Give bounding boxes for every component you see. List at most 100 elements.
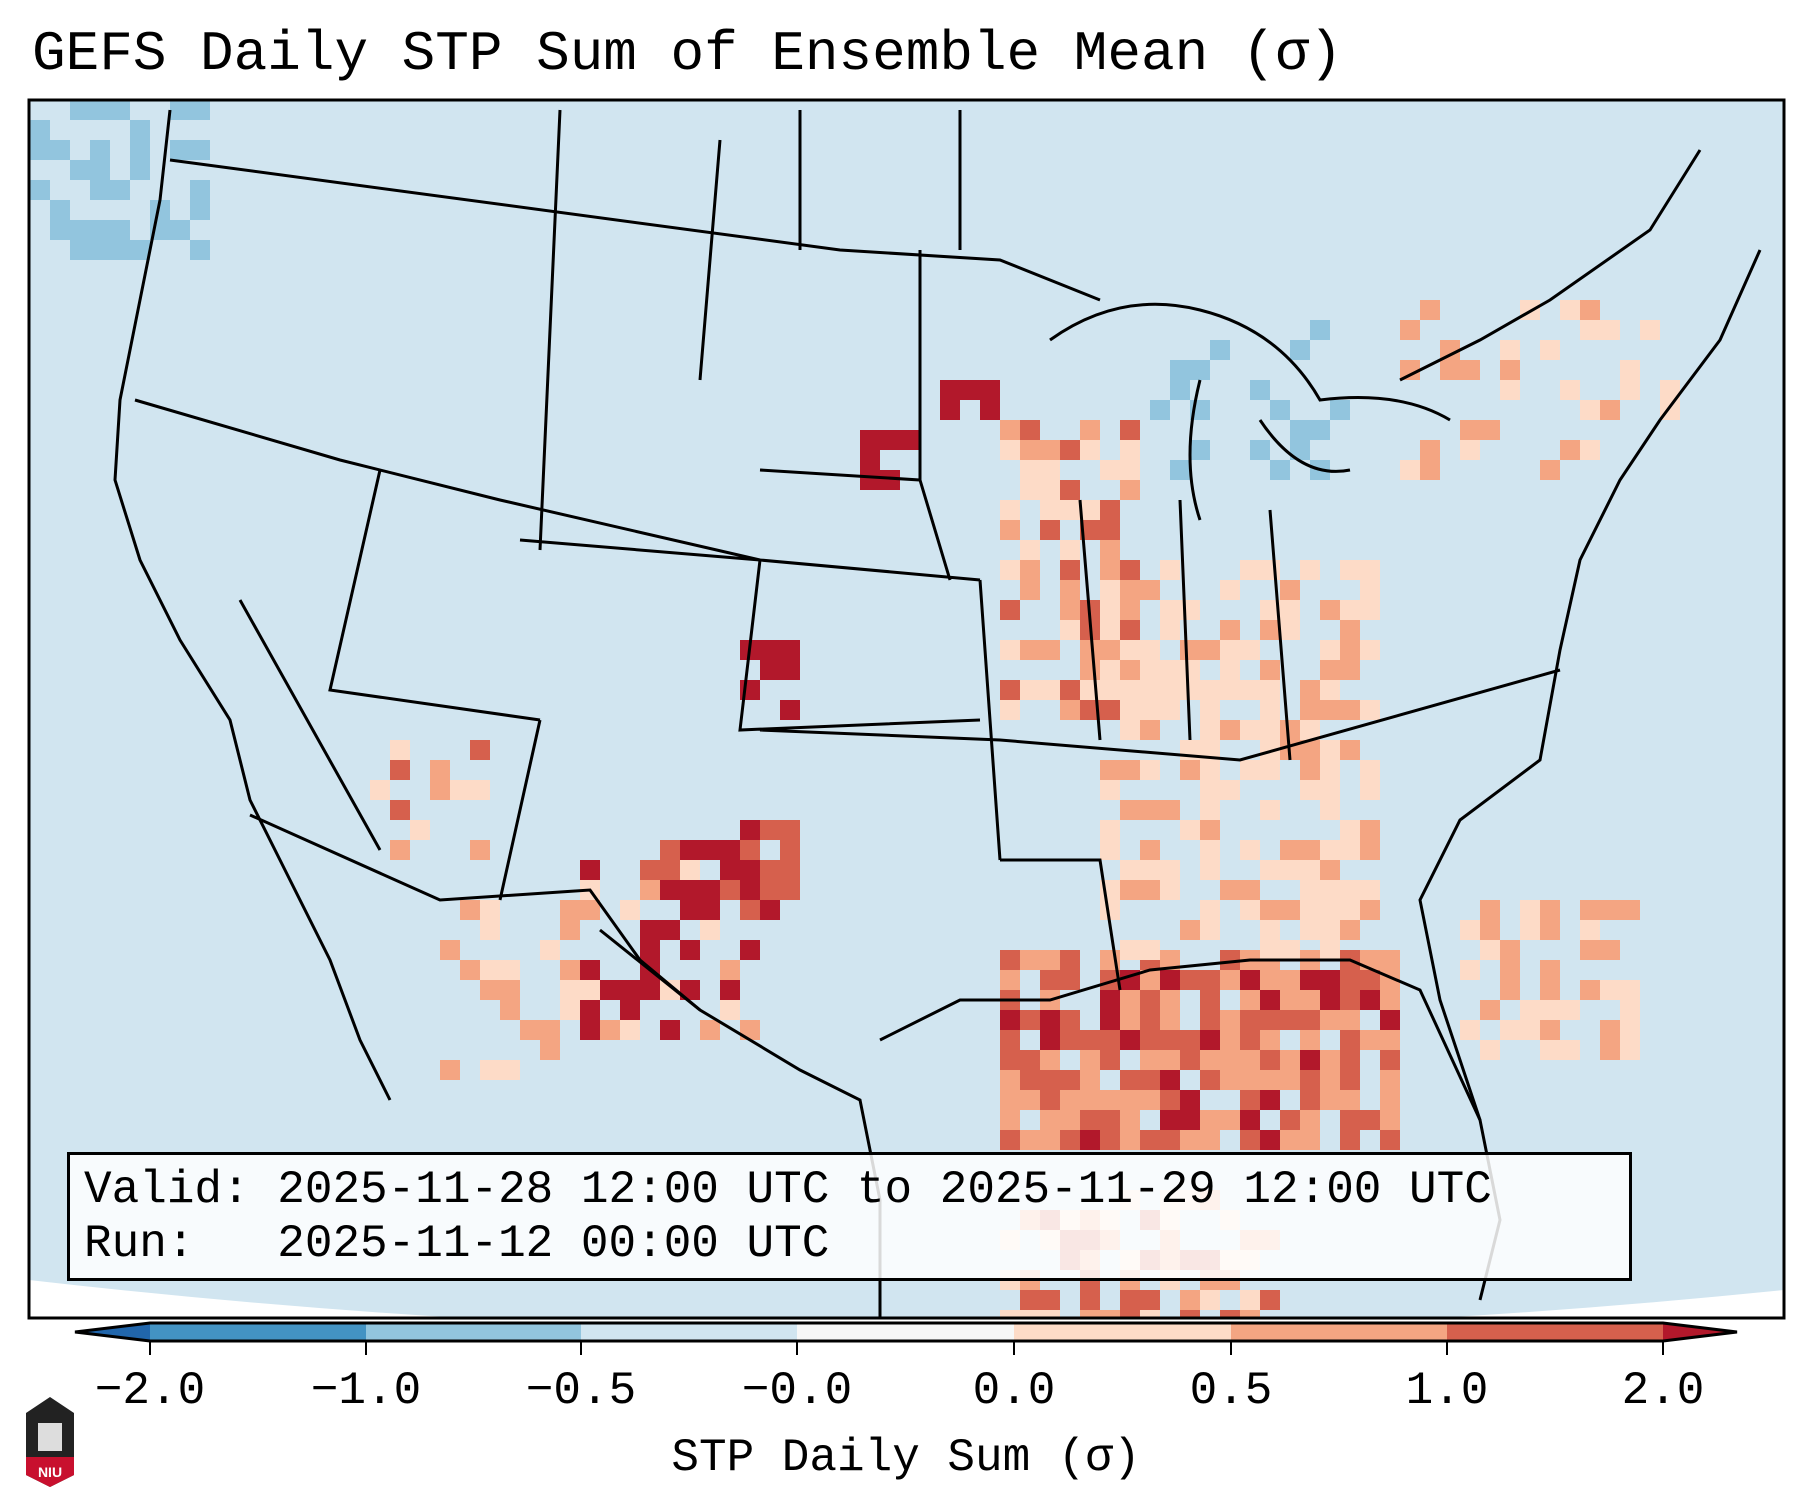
data-cell [1210, 460, 1230, 480]
data-cell [1100, 460, 1120, 480]
data-cell [110, 220, 130, 240]
data-cell [1080, 1090, 1100, 1110]
data-cell [1000, 600, 1020, 620]
data-cell [1160, 1070, 1180, 1090]
data-cell [1120, 480, 1140, 500]
data-cell [1120, 620, 1140, 640]
data-cell [1360, 840, 1380, 860]
data-cell [1240, 1010, 1260, 1030]
data-cell [1100, 1130, 1120, 1150]
data-cell [1380, 1090, 1400, 1110]
data-cell [500, 980, 520, 1000]
data-cell [130, 120, 150, 140]
data-cell [1260, 1010, 1280, 1030]
data-cell [1620, 980, 1640, 1000]
data-cell [1180, 640, 1200, 660]
data-cell [1560, 380, 1580, 400]
data-cell [1560, 440, 1580, 460]
data-cell [1020, 540, 1040, 560]
data-cell [1440, 360, 1460, 380]
data-cell [560, 900, 580, 920]
data-cell [1560, 1040, 1580, 1060]
data-cell [580, 980, 600, 1000]
data-cell [1000, 680, 1020, 700]
data-cell [1200, 720, 1220, 740]
data-cell [1100, 600, 1120, 620]
data-cell [1240, 680, 1260, 700]
data-cell [1340, 970, 1360, 990]
data-cell [1170, 380, 1190, 400]
data-cell [1320, 700, 1340, 720]
data-cell [880, 430, 900, 450]
data-cell [1040, 1010, 1060, 1030]
data-cell [1240, 880, 1260, 900]
data-cell [460, 960, 480, 980]
data-cell [1140, 840, 1160, 860]
data-cell [1280, 940, 1300, 960]
data-cell [620, 980, 640, 1000]
data-cell [1020, 1290, 1040, 1310]
data-cell [1340, 700, 1360, 720]
data-cell [1220, 580, 1240, 600]
data-cell [1160, 1010, 1180, 1030]
data-cell [1140, 680, 1160, 700]
data-cell [1300, 900, 1320, 920]
data-cell [700, 900, 720, 920]
data-cell [1100, 780, 1120, 800]
data-cell [720, 980, 740, 1000]
data-cell [1140, 940, 1160, 960]
data-cell [1230, 340, 1250, 360]
data-cell [1300, 1090, 1320, 1110]
data-cell [1200, 740, 1220, 760]
data-cell [1260, 560, 1280, 580]
data-cell [760, 820, 780, 840]
data-cell [700, 880, 720, 900]
data-cell [640, 880, 660, 900]
data-cell [1000, 1030, 1020, 1050]
data-cell [1040, 1070, 1060, 1090]
data-cell [1500, 340, 1520, 360]
data-cell [1280, 860, 1300, 880]
data-cell [1120, 1310, 1140, 1318]
data-cell [1180, 1110, 1200, 1130]
data-cell [1460, 1020, 1480, 1040]
data-cell [1200, 990, 1220, 1010]
data-cell [1140, 580, 1160, 600]
data-cell [1300, 1130, 1320, 1150]
data-cell [1340, 820, 1360, 840]
data-cell [1620, 900, 1640, 920]
data-cell [1120, 940, 1140, 960]
data-cell [1200, 680, 1220, 700]
data-cell [1540, 1040, 1560, 1060]
data-cell [1020, 1310, 1040, 1318]
data-cell [1260, 660, 1280, 680]
data-cell [1580, 920, 1600, 940]
data-cell [900, 430, 920, 450]
data-cell [1340, 1010, 1360, 1030]
data-cell [680, 880, 700, 900]
data-cell [1040, 460, 1060, 480]
data-cell [740, 900, 760, 920]
data-cell [1320, 640, 1340, 660]
data-cell [1300, 880, 1320, 900]
data-cell [1520, 900, 1540, 920]
data-cell [1100, 840, 1120, 860]
data-cell [1300, 720, 1320, 740]
data-cell [430, 760, 450, 780]
chart-title: GEFS Daily STP Sum of Ensemble Mean (σ) [32, 22, 1343, 86]
data-cell [1120, 1010, 1140, 1030]
data-cell [1040, 970, 1060, 990]
data-cell [1260, 1290, 1280, 1310]
data-cell [1080, 1130, 1100, 1150]
data-cell [580, 1000, 600, 1020]
data-cell [1480, 340, 1500, 360]
data-cell [1060, 1110, 1080, 1130]
data-cell [1180, 1290, 1200, 1310]
data-cell [1060, 560, 1080, 580]
data-cell [1520, 420, 1540, 440]
data-cell [1220, 950, 1240, 970]
data-cell [1480, 420, 1500, 440]
data-cell [1260, 800, 1280, 820]
data-cell [1160, 660, 1180, 680]
data-cell [720, 860, 740, 880]
